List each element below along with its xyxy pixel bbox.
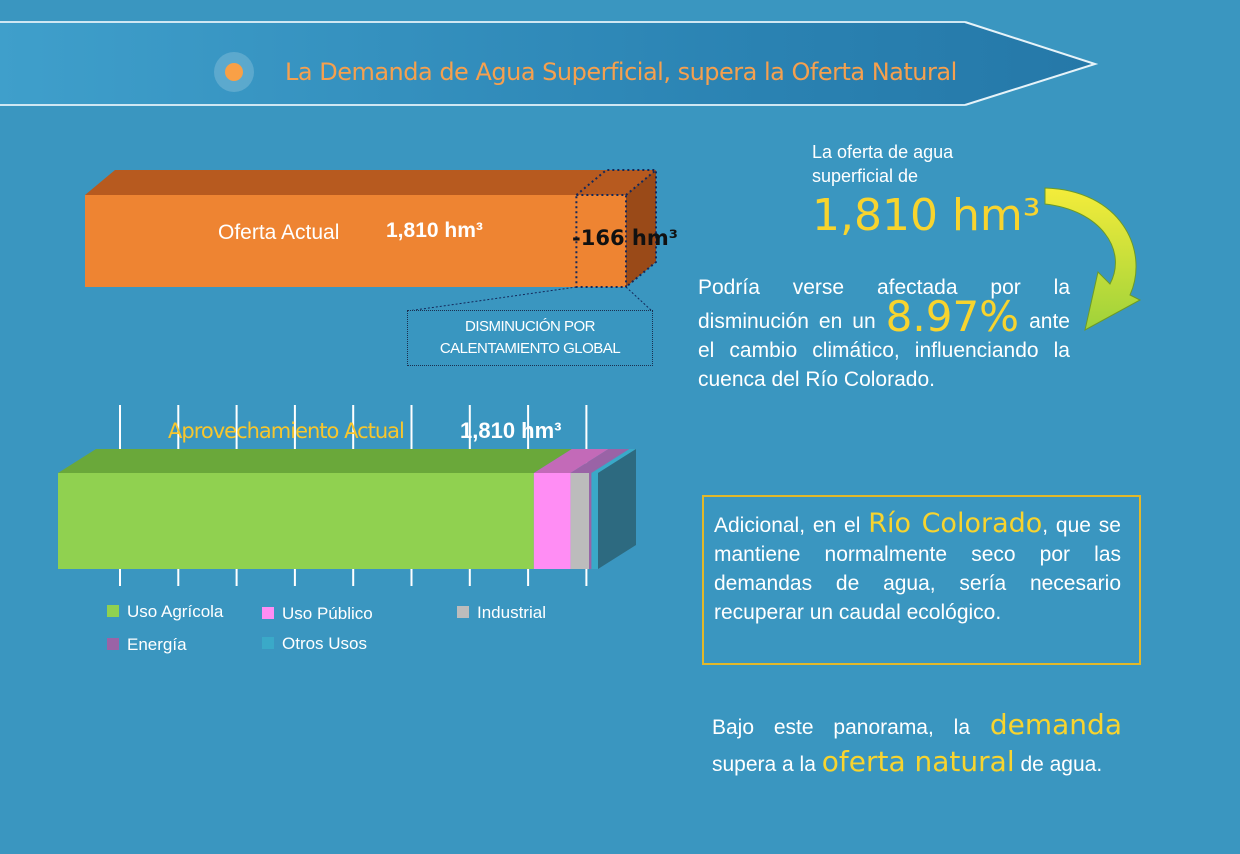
disminucion-note-box: DISMINUCIÓN POR CALENTAMIENTO GLOBAL: [407, 310, 653, 366]
bar-segment-top-3: [589, 449, 630, 473]
legend-swatch-publico: [262, 607, 274, 619]
header-banner: [0, 0, 1240, 110]
legend-swatch-agricola: [107, 605, 119, 617]
curved-arrow-icon: [1044, 187, 1142, 331]
bar-segment-0: [58, 473, 534, 569]
aprovechamiento-chart: [58, 405, 636, 586]
leader-line-left: [407, 286, 577, 312]
intro-line1: La oferta de agua: [812, 142, 954, 162]
disminucion-value-label: -166 hm³: [572, 226, 678, 250]
disminucion-segment: [575, 194, 627, 288]
legend-item: Otros Usos: [262, 634, 367, 654]
oferta-label: Oferta Actual: [218, 221, 340, 244]
legend-item: Uso Agrícola: [107, 602, 223, 622]
box-highlight: Río Colorado: [868, 508, 1043, 539]
oferta-bar-side: [626, 170, 656, 287]
conclusion-highlight-demanda: demanda: [989, 708, 1122, 741]
legend-swatch-industrial: [457, 606, 469, 618]
conclusion-b: supera a la: [712, 753, 816, 776]
legend-label: Uso Público: [282, 604, 373, 623]
disminucion-note: DISMINUCIÓN POR CALENTAMIENTO GLOBAL: [439, 318, 621, 357]
rio-colorado-box: Adicional, en el Río Colorado, que se ma…: [702, 495, 1141, 665]
intro-text: La oferta de agua superficial de: [812, 140, 953, 188]
conclusion-c: de agua.: [1020, 753, 1103, 776]
big-value: 1,810 hm³: [812, 190, 1041, 241]
conclusion-a: Bajo este panorama, la: [712, 716, 971, 739]
legend-item: Industrial: [457, 603, 546, 623]
conclusion-highlight-oferta: oferta natural: [821, 745, 1015, 778]
paragraph-1-before: Podría verse afectada por la disminución…: [698, 276, 1070, 333]
bar-segment-4: [591, 473, 598, 569]
bar-side: [598, 449, 636, 569]
bar-segment-3: [589, 473, 592, 569]
legend-item: Uso Público: [262, 604, 373, 624]
legend-label: Energía: [127, 635, 187, 654]
oferta-bar: [85, 195, 626, 287]
paragraph-1-after: ante el cambio climático, influenciando …: [698, 310, 1070, 391]
oferta-bar-top: [85, 170, 656, 195]
disminucion-segment-outline: [575, 169, 657, 288]
bar-segment-1: [533, 473, 571, 569]
aprovechamiento-total: 1,810 hm³: [460, 418, 562, 443]
aprovechamiento-title: Aprovechamiento Actual: [168, 419, 405, 443]
disminucion-segment-edge: [625, 169, 657, 196]
conclusion-paragraph: Bajo este panorama, la demanda supera a …: [712, 708, 1122, 782]
bar-segment-top-4: [591, 449, 636, 473]
legend-swatch-energia: [107, 638, 119, 650]
legend-label: Industrial: [477, 603, 546, 622]
oferta-value-label: 1,810 hm³: [386, 219, 483, 242]
percent-highlight: 8.97%: [885, 292, 1020, 341]
leader-line-right: [625, 286, 653, 312]
bar-segment-2: [570, 473, 590, 569]
legend-label: Uso Agrícola: [127, 602, 224, 621]
intro-line2: superficial de: [812, 166, 919, 186]
bar-segment-top-1: [533, 449, 609, 473]
paragraph-1: Podría verse afectada por la disminución…: [698, 273, 1070, 394]
bar-segment-top-2: [570, 449, 628, 473]
oferta-chart: [85, 169, 657, 312]
box-before: Adicional, en el: [714, 514, 861, 537]
legend-item: Energía: [107, 635, 187, 655]
box-after: , que se mantiene normalmente seco por l…: [714, 514, 1121, 624]
page-title: La Demanda de Agua Superficial, supera l…: [285, 58, 957, 86]
legend-swatch-otros: [262, 637, 274, 649]
legend-label: Otros Usos: [282, 634, 368, 653]
title-bullet-icon: [214, 52, 254, 92]
bar-segment-top-0: [58, 449, 572, 473]
